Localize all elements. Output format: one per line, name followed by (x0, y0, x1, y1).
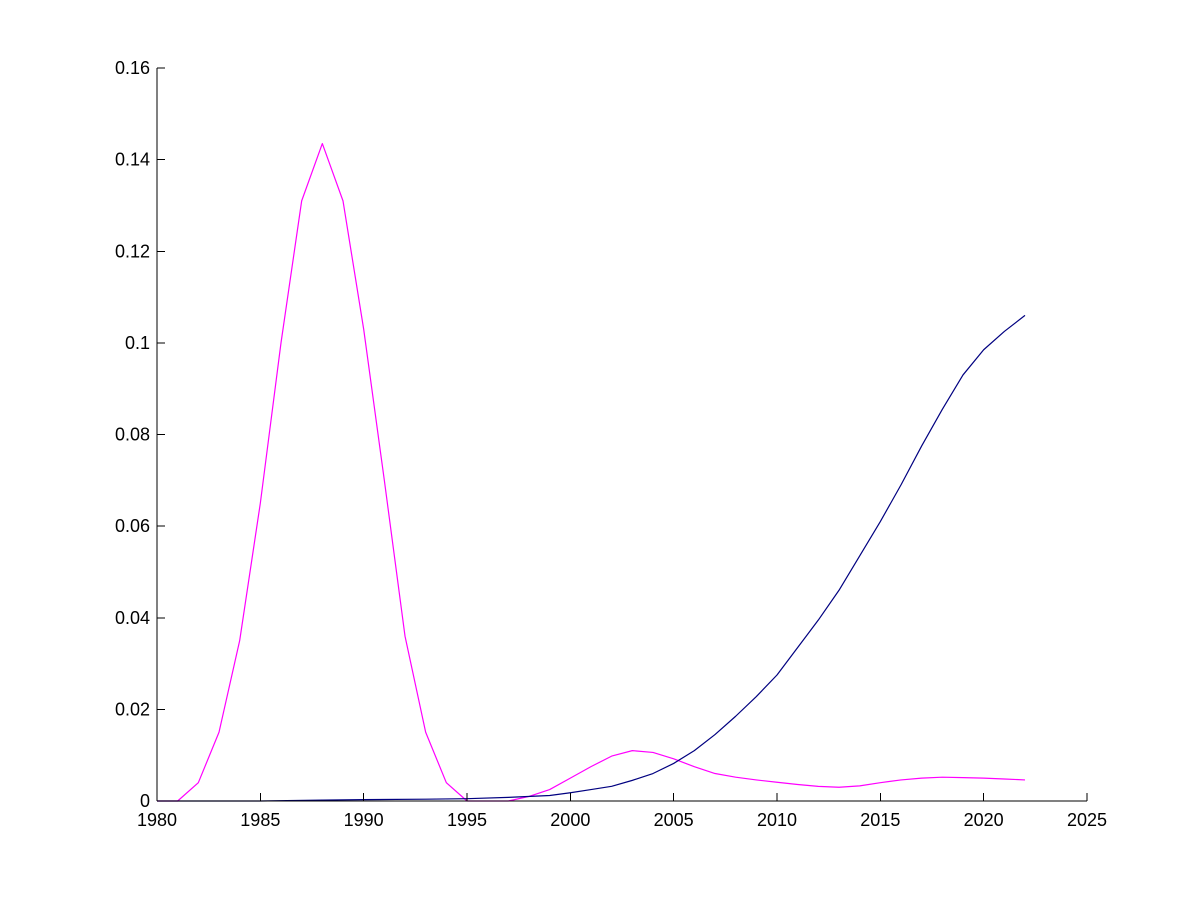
y-tick-label: 0.1 (125, 333, 150, 353)
y-tick-label: 0.08 (115, 425, 150, 445)
y-tick-label: 0 (140, 791, 150, 811)
x-tick-label: 1980 (137, 810, 177, 830)
y-tick-label: 0.02 (115, 699, 150, 719)
y-tick-label: 0.16 (115, 58, 150, 78)
y-tick-label: 0.12 (115, 241, 150, 261)
axes-layer (156, 68, 1087, 802)
x-tick-label: 2000 (550, 810, 590, 830)
y-ticks: 0 0.02 0.04 0.06 0.08 0.1 0.12 0.14 0.16 (115, 58, 165, 811)
series-line-1 (157, 142, 1026, 802)
x-tick-label: 1985 (240, 810, 280, 830)
y-tick-label: 0.14 (115, 150, 150, 170)
x-tick-label: 1995 (447, 810, 487, 830)
x-tick-label: 1990 (344, 810, 384, 830)
x-tick-label: 2025 (1067, 810, 1107, 830)
series-line-2 (157, 314, 1026, 802)
x-tick-label: 2005 (654, 810, 694, 830)
x-tick-label: 2010 (757, 810, 797, 830)
x-ticks: 1980 1985 1990 1995 2000 2005 2010 2015 2020 2025 (137, 793, 1107, 830)
y-tick-label: 0.06 (115, 516, 150, 536)
x-tick-label: 2020 (964, 810, 1004, 830)
series-layer (157, 142, 1026, 802)
x-tick-label: 2015 (860, 810, 900, 830)
y-tick-label: 0.04 (115, 608, 150, 628)
